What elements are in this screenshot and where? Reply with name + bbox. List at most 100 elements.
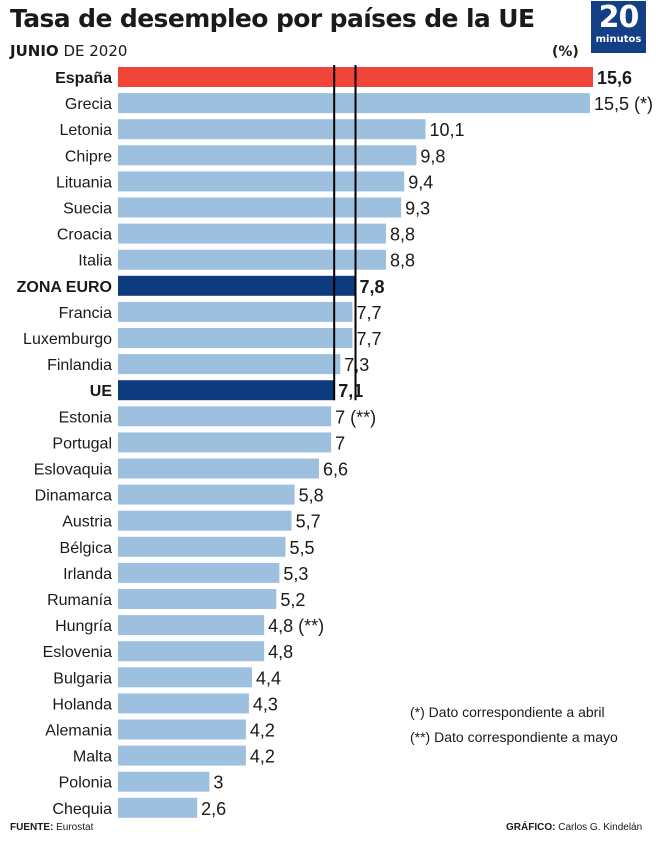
category-label: Grecia [65, 96, 112, 113]
chart-subtitle: JUNIO DE 2020 [10, 42, 127, 60]
source-value: Eurostat [56, 822, 94, 833]
footnote-text: Dato correspondiente a abril [428, 704, 605, 720]
bar-italia [118, 249, 386, 270]
category-label: Holanda [52, 696, 112, 713]
bar-letonia [118, 119, 426, 140]
category-label: Chipre [65, 148, 112, 165]
value-label: 2,6 [201, 799, 226, 819]
bar-austria [118, 510, 292, 531]
value-label: 5,3 [283, 564, 308, 584]
category-label: España [55, 70, 112, 87]
logo-number: 20 [598, 0, 640, 35]
logo-word: minutos [595, 34, 642, 45]
bar-polonia [118, 771, 210, 792]
category-label: Alemania [45, 723, 112, 740]
credit-label: GRÁFICO: [506, 822, 556, 833]
value-label: 7,1 [338, 381, 363, 401]
category-label: Bélgica [60, 540, 113, 557]
category-label: Letonia [60, 122, 113, 139]
graphic-credit: GRÁFICO: Carlos G. Kindelán [506, 822, 642, 833]
bar-eslovaquia [118, 458, 319, 479]
category-label: Eslovaquia [34, 462, 112, 479]
source-label: FUENTE: [10, 822, 54, 833]
bar-chequia [118, 797, 198, 818]
value-label: 4,8 (**) [268, 616, 324, 636]
category-label: Dinamarca [35, 488, 112, 505]
footnote-abril: (*) Dato correspondiente a abril [410, 700, 618, 725]
value-label: 5,5 [289, 538, 314, 558]
value-label: 4,2 [250, 747, 275, 767]
category-label: Francia [59, 305, 112, 322]
bar-portugal [118, 432, 332, 453]
category-label: Bulgaria [53, 670, 112, 687]
footnote-text: Dato correspondiente a mayo [434, 729, 618, 745]
category-label: Eslovenia [43, 644, 112, 661]
bar-belgica [118, 536, 286, 557]
value-label: 7 [335, 433, 345, 453]
value-label: 8,8 [390, 225, 415, 245]
value-label: 6,6 [323, 460, 348, 480]
bar-alemania [118, 719, 246, 740]
value-label: 4,2 [250, 721, 275, 741]
bar-suecia [118, 197, 402, 218]
category-label: Rumanía [47, 592, 112, 609]
value-label: 5,2 [280, 590, 305, 610]
category-label: Austria [62, 514, 112, 531]
brand-logo: 20 minutos [591, 1, 646, 53]
value-label: 5,8 [299, 486, 324, 506]
value-label: 7,7 [356, 329, 381, 349]
category-label: ZONA EURO [17, 279, 112, 296]
bars-group [118, 67, 594, 818]
category-label: Italia [78, 253, 112, 270]
category-label: Hungría [55, 618, 112, 635]
value-label: 4,8 [268, 642, 293, 662]
category-label: Estonia [59, 409, 112, 426]
value-label: 3 [213, 773, 223, 793]
value-label: 4,3 [253, 694, 278, 714]
unit-label: (%) [552, 44, 579, 60]
category-label: Irlanda [63, 566, 112, 583]
credit-value: Carlos G. Kindelán [558, 822, 643, 833]
value-label: 9,3 [405, 199, 430, 219]
bar-croacia [118, 223, 386, 244]
source-credit: FUENTE: Eurostat [10, 822, 93, 833]
value-label: 8,8 [390, 251, 415, 271]
bar-finlandia [118, 354, 341, 375]
bar-grecia [118, 93, 590, 114]
chart-title: Tasa de desempleo por países de la UE [10, 4, 535, 33]
bar-malta [118, 745, 246, 766]
value-label: 7,3 [344, 355, 369, 375]
category-label: Chequia [52, 801, 112, 818]
value-label: 10,1 [430, 120, 465, 140]
bar-dinamarca [118, 484, 295, 505]
subtitle-rest: DE 2020 [63, 42, 128, 60]
category-label: Suecia [63, 201, 112, 218]
bar-luxemburgo [118, 328, 353, 348]
bar-rumania [118, 589, 277, 609]
value-label: 15,6 [597, 68, 632, 88]
bar-hungria [118, 615, 265, 636]
bar-chipre [118, 145, 417, 166]
value-label: 9,4 [408, 172, 433, 192]
category-label: Finlandia [47, 357, 112, 374]
bar-zona-euro [118, 275, 356, 296]
reference-lines-group [333, 65, 357, 401]
bar-irlanda [118, 562, 280, 583]
bar-ue [118, 380, 335, 401]
footnote-mayo: (**) Dato correspondiente a mayo [410, 725, 618, 750]
value-label: 7 (**) [335, 407, 376, 427]
bar-francia [118, 301, 353, 322]
footnote-mark: (**) [410, 729, 431, 745]
bar-lituania [118, 171, 405, 192]
category-label: UE [90, 383, 113, 400]
value-label: 4,4 [256, 668, 281, 688]
footnote-mark: (*) [410, 704, 425, 720]
subtitle-month: JUNIO [10, 42, 59, 60]
bar-eslovenia [118, 641, 265, 662]
bar-bulgaria [118, 667, 252, 688]
category-label: Luxemburgo [23, 331, 112, 348]
value-label: 7,8 [360, 277, 385, 297]
bar-estonia [118, 406, 332, 427]
value-label: 15,5 (*) [594, 94, 653, 114]
